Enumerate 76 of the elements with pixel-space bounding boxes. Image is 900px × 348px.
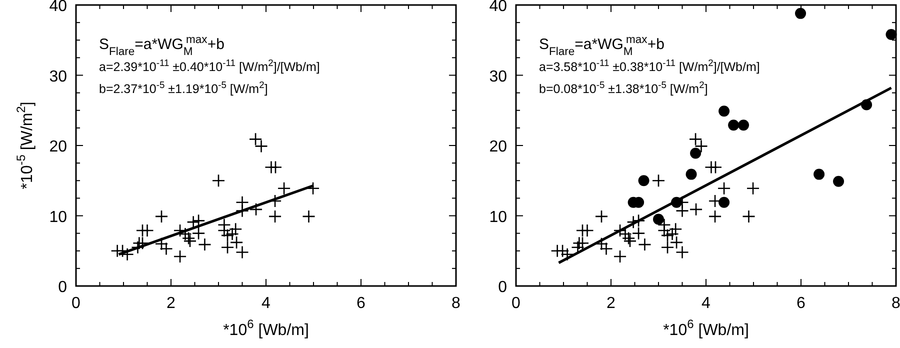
point xyxy=(717,182,731,196)
x-tick-label: 4 xyxy=(702,295,711,312)
point xyxy=(886,29,897,40)
point xyxy=(660,240,674,254)
point xyxy=(268,160,282,174)
point xyxy=(277,182,291,196)
point xyxy=(192,214,206,228)
point xyxy=(228,222,242,236)
x-tick-label: 4 xyxy=(262,295,271,312)
x-tick-label: 8 xyxy=(452,295,461,312)
point xyxy=(580,224,594,238)
annotation: b=0.08*10$^{-5}$ ±1.38*10$^{-5}$ [W/m$^{2}$] xyxy=(539,80,708,96)
point xyxy=(708,210,722,224)
point xyxy=(638,238,652,252)
x-tick-label: 8 xyxy=(892,295,900,312)
x-tick-label: 0 xyxy=(72,295,81,312)
point xyxy=(140,224,154,238)
point xyxy=(814,168,825,180)
point xyxy=(689,202,703,216)
y-tick-label: 30 xyxy=(489,68,508,86)
y-tick-label: 40 xyxy=(489,0,508,15)
x-tick-label: 6 xyxy=(356,295,366,312)
y-tick-label: 30 xyxy=(49,68,68,86)
point xyxy=(795,8,806,19)
point xyxy=(173,250,187,264)
point xyxy=(198,238,212,252)
x-tick-label: 2 xyxy=(166,295,176,312)
point xyxy=(212,174,226,188)
y-tick-label: 0 xyxy=(58,279,68,296)
point xyxy=(268,210,282,224)
point xyxy=(632,214,646,228)
point xyxy=(154,210,168,224)
point xyxy=(690,148,702,159)
point xyxy=(746,182,760,196)
point xyxy=(594,210,608,224)
y-tick-label: 0 xyxy=(498,279,508,296)
point xyxy=(676,246,689,259)
annotation: S$_{Flare}$=a*WG$_{M}$$^{max}$+b xyxy=(539,34,664,58)
x-tick-label: 6 xyxy=(796,295,806,312)
point xyxy=(249,202,263,216)
y-tick-label: 10 xyxy=(49,208,68,226)
point xyxy=(632,226,646,240)
point xyxy=(638,175,650,186)
point xyxy=(742,210,756,224)
point xyxy=(302,210,316,224)
point xyxy=(676,204,689,218)
y-tick-label: 20 xyxy=(489,138,508,156)
point xyxy=(728,120,740,131)
annotation: S$_{Flare}$=a*WG$_{M}$$^{max}$+b xyxy=(99,34,224,58)
point xyxy=(306,182,320,196)
annotation: b=2.37*10$^{-5}$ ±1.19*10$^{-5}$ [W/m$^{2}$] xyxy=(99,80,268,96)
point xyxy=(220,240,234,254)
point xyxy=(833,176,844,187)
x-tick-label: 2 xyxy=(606,295,616,312)
y-tick-label: 10 xyxy=(489,208,508,226)
point xyxy=(738,120,750,131)
point xyxy=(613,250,627,264)
y-tick-label: 40 xyxy=(49,0,68,15)
point xyxy=(653,214,664,225)
point xyxy=(668,222,682,236)
x-tick-label: 0 xyxy=(512,295,521,312)
annotation: a=3.58*10$^{-11}$ ±0.38*10$^{-11}$ [W/m$^{2}$]/[Wb/m] xyxy=(539,58,760,74)
point xyxy=(686,168,697,180)
x-axis-title: *10$^{6}$ [Wb/m] xyxy=(223,317,309,339)
point xyxy=(186,215,200,229)
point xyxy=(708,160,722,174)
point xyxy=(718,196,730,208)
point xyxy=(652,174,666,188)
annotation: a=2.39*10$^{-11}$ ±0.40*10$^{-11}$ [W/m$^{2}$]/[Wb/m] xyxy=(99,58,320,74)
point xyxy=(576,236,590,250)
point xyxy=(236,246,249,259)
y-tick-label: 20 xyxy=(49,138,68,156)
x-axis-title: *10$^{6}$ [Wb/m] xyxy=(663,317,749,339)
point xyxy=(192,226,206,240)
point xyxy=(626,215,640,229)
point xyxy=(718,106,730,117)
